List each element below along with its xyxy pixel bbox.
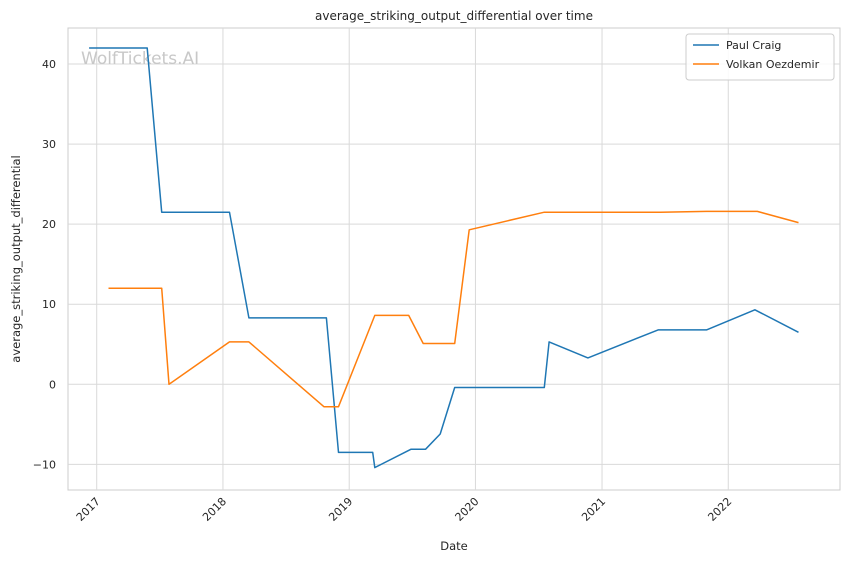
y-axis: −10 0 10 20 30 40 [33, 58, 56, 471]
series-line-paul-craig [89, 47, 799, 469]
y-tick-label: 30 [42, 138, 56, 151]
legend-label-volkan-oezdemir: Volkan Oezdemir [726, 58, 820, 71]
chart-title: average_striking_output_differential ove… [315, 9, 593, 23]
x-tick-label: 2020 [453, 495, 482, 524]
y-tick-label: 10 [42, 298, 56, 311]
x-tick-label: 2019 [326, 495, 355, 524]
y-tick-label: 40 [42, 58, 56, 71]
watermark: WolfTickets.AI [81, 49, 199, 69]
legend: Paul Craig Volkan Oezdemir [685, 33, 835, 81]
series-layer [89, 47, 799, 469]
x-tick-label: 2021 [579, 495, 608, 524]
y-axis-title: average_striking_output_differential [9, 155, 23, 362]
x-axis: 2017 2018 2019 2020 2021 2022 [74, 495, 735, 524]
legend-label-paul-craig: Paul Craig [726, 39, 781, 52]
x-tick-label: 2017 [74, 495, 103, 524]
series-line-volkan-oezdemir [108, 210, 799, 408]
x-tick-label: 2018 [200, 495, 229, 524]
x-tick-label: 2022 [705, 495, 734, 524]
y-tick-label: 20 [42, 218, 56, 231]
grid [68, 28, 840, 490]
legend-box [685, 33, 835, 81]
x-axis-title: Date [440, 539, 468, 553]
y-tick-label: −10 [33, 458, 56, 471]
y-tick-label: 0 [49, 378, 56, 391]
plot-area [67, 27, 841, 491]
